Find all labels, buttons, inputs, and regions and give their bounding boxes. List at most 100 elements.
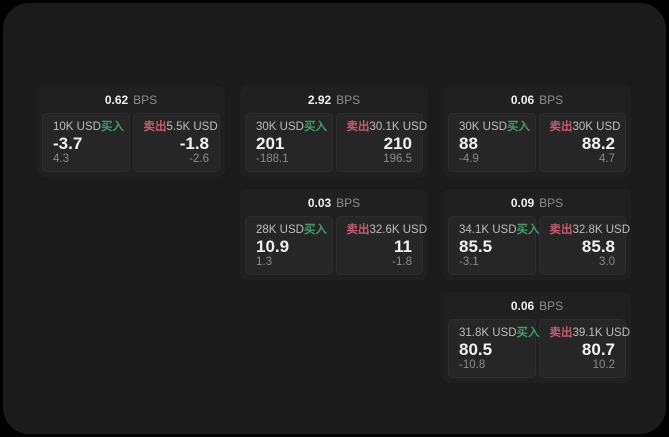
buy-price: 80.5 [459,339,493,359]
sell-side-label: 卖出 [346,121,370,133]
buy-panel-top-row: 30K USD 买入 [459,121,530,134]
sell-panel[interactable]: 卖出 30.1K USD 210 196.5 [335,113,428,172]
buy-panel[interactable]: 31.8K USD 买入 80.5 -10.8 [448,319,540,378]
buy-side-label: 买入 [303,121,327,133]
buy-panel[interactable]: 10K USD 买入 -3.7 4.3 [42,113,130,172]
sell-side-label: 卖出 [549,224,573,236]
buy-sub-value: -3.1 [459,256,479,268]
sell-panel[interactable]: 卖出 32.8K USD 85.8 3.0 [538,216,631,275]
buy-price: 201 [256,133,285,153]
sell-price: 88.2 [581,133,615,153]
bps-unit-label: BPS [336,92,361,107]
buy-price: -3.7 [53,133,83,153]
buy-panel[interactable]: 30K USD 买入 201 -188.1 [245,113,333,172]
quote-card: 0.06 BPS 30K USD 买入 88 -4.9 卖出 30K USD 8… [443,86,631,177]
sell-notional: 30.1K USD [369,121,428,133]
buy-panel-top-row: 30K USD 买入 [256,121,327,134]
bps-value: 0.06 [510,298,535,313]
quote-card: 0.62 BPS 10K USD 买入 -3.7 4.3 卖出 5.5K USD… [37,86,225,177]
sell-panel[interactable]: 卖出 32.6K USD 11 -1.8 [335,216,428,275]
sell-panel[interactable]: 卖出 5.5K USD -1.8 -2.6 [132,113,220,172]
buy-sub-value: -10.8 [459,359,486,371]
sell-notional: 5.5K USD [166,121,218,133]
sell-sub-value: 3.0 [599,256,615,268]
sell-price: 80.7 [581,339,615,359]
sell-price: 11 [394,236,412,256]
sell-panel-top-row: 卖出 32.8K USD [549,224,631,237]
buy-side-label: 买入 [506,121,530,133]
sell-panel[interactable]: 卖出 39.1K USD 80.7 10.2 [538,319,631,378]
card-header: 0.62 BPS [42,86,220,113]
buy-panel-top-row: 34.1K USD 买入 [459,224,540,237]
quote-card: 0.09 BPS 34.1K USD 买入 85.5 -3.1 卖出 32.8K… [443,189,631,280]
card-header: 2.92 BPS [245,86,423,113]
buy-price: 85.5 [459,236,493,256]
buy-sell-panels: 30K USD 买入 201 -188.1 卖出 30.1K USD 210 1… [245,113,428,172]
buy-notional: 10K USD [53,121,101,133]
sell-panel-top-row: 卖出 30K USD [549,121,621,134]
bps-value: 0.06 [510,92,535,107]
bps-value: 0.09 [510,195,535,210]
buy-side-label: 买入 [516,327,540,339]
buy-sell-panels: 34.1K USD 买入 85.5 -3.1 卖出 32.8K USD 85.8… [448,216,631,275]
buy-notional: 30K USD [459,121,507,133]
app-window: 0.62 BPS 10K USD 买入 -3.7 4.3 卖出 5.5K USD… [3,3,666,434]
buy-panel-top-row: 28K USD 买入 [256,224,327,237]
sell-side-label: 卖出 [549,121,573,133]
bps-value: 0.03 [307,195,332,210]
sell-price: -1.8 [179,133,209,153]
sell-panel-top-row: 卖出 39.1K USD [549,327,631,340]
sell-panel-top-row: 卖出 5.5K USD [143,121,218,134]
buy-notional: 28K USD [256,224,304,236]
bps-value: 0.62 [104,92,129,107]
sell-panel[interactable]: 卖出 30K USD 88.2 4.7 [538,113,626,172]
sell-panel-top-row: 卖出 30.1K USD [346,121,428,134]
card-header: 0.03 BPS [245,189,423,216]
sell-sub-value: -1.8 [392,256,412,268]
buy-panel-top-row: 31.8K USD 买入 [459,327,540,340]
buy-panel[interactable]: 30K USD 买入 88 -4.9 [448,113,536,172]
bps-unit-label: BPS [539,92,564,107]
sell-price: 210 [383,133,412,153]
sell-notional: 32.6K USD [369,224,428,236]
sell-side-label: 卖出 [549,327,573,339]
buy-sub-value: -4.9 [459,153,479,165]
buy-panel[interactable]: 34.1K USD 买入 85.5 -3.1 [448,216,540,275]
buy-notional: 30K USD [256,121,304,133]
sell-sub-value: -2.6 [189,153,209,165]
buy-panel[interactable]: 28K USD 买入 10.9 1.3 [245,216,333,275]
card-header: 0.09 BPS [448,189,626,216]
card-header: 0.06 BPS [448,292,626,319]
buy-price: 88 [459,133,478,153]
sell-sub-value: 4.7 [599,153,615,165]
buy-sell-panels: 30K USD 买入 88 -4.9 卖出 30K USD 88.2 4.7 [448,113,626,172]
bps-unit-label: BPS [336,195,361,210]
sell-price: 85.8 [581,236,615,256]
buy-sell-panels: 10K USD 买入 -3.7 4.3 卖出 5.5K USD -1.8 -2.… [42,113,220,172]
buy-side-label: 买入 [303,224,327,236]
bps-value: 2.92 [307,92,332,107]
buy-price: 10.9 [256,236,290,256]
buy-panel-top-row: 10K USD 买入 [53,121,124,134]
buy-sub-value: -188.1 [256,153,289,165]
quote-card: 2.92 BPS 30K USD 买入 201 -188.1 卖出 30.1K … [240,86,428,177]
sell-notional: 32.8K USD [572,224,631,236]
sell-side-label: 卖出 [346,224,370,236]
sell-notional: 39.1K USD [572,327,631,339]
buy-notional: 34.1K USD [459,224,517,236]
buy-sell-panels: 28K USD 买入 10.9 1.3 卖出 32.6K USD 11 -1.8 [245,216,428,275]
card-header: 0.06 BPS [448,86,626,113]
quote-card: 0.03 BPS 28K USD 买入 10.9 1.3 卖出 32.6K US… [240,189,428,280]
buy-side-label: 买入 [516,224,540,236]
buy-notional: 31.8K USD [459,327,517,339]
sell-notional: 30K USD [572,121,621,133]
buy-sub-value: 1.3 [256,256,272,268]
sell-side-label: 卖出 [143,121,167,133]
buy-sell-panels: 31.8K USD 买入 80.5 -10.8 卖出 39.1K USD 80.… [448,319,631,378]
quote-cards-grid: 0.62 BPS 10K USD 买入 -3.7 4.3 卖出 5.5K USD… [37,86,631,383]
bps-unit-label: BPS [539,298,564,313]
buy-sub-value: 4.3 [53,153,69,165]
sell-sub-value: 10.2 [592,359,615,371]
quote-card: 0.06 BPS 31.8K USD 买入 80.5 -10.8 卖出 39.1… [443,292,631,383]
sell-panel-top-row: 卖出 32.6K USD [346,224,428,237]
